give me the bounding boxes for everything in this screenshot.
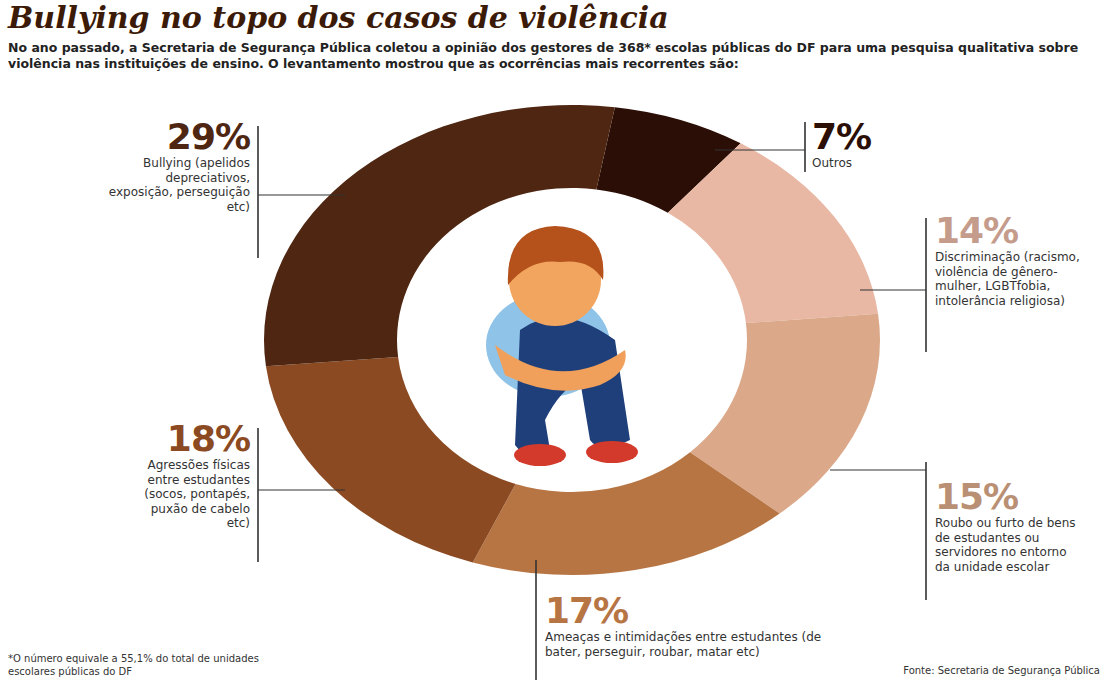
slice-label: 14%Discriminação (racismo, violência de …: [935, 212, 1085, 308]
percent-label: 18%: [132, 420, 250, 458]
shoe: [514, 444, 566, 466]
hair: [508, 226, 604, 285]
stage: Bullying no topo dos casos de violência N…: [0, 0, 1108, 695]
leader-line: [535, 560, 537, 680]
leader-line: [257, 126, 259, 258]
slice-label: 29%Bullying (apelidos depreciativos, exp…: [100, 118, 250, 214]
title: Bullying no topo dos casos de violência: [8, 0, 669, 35]
leader-line: [925, 462, 927, 600]
slice: [266, 357, 516, 563]
percent-label: 17%: [545, 592, 825, 630]
category-label: Bullying (apelidos depreciativos, exposi…: [100, 156, 250, 214]
leader-line: [257, 428, 259, 562]
percent-label: 15%: [935, 478, 1085, 516]
category-label: Agressões físicas entre estudantes (soco…: [132, 458, 250, 531]
slice-label: 18%Agressões físicas entre estudantes (s…: [132, 420, 250, 531]
footnote: *O número equivale a 55,1% do total de u…: [8, 652, 298, 678]
percent-label: 7%: [812, 118, 902, 156]
leader-lines: [258, 122, 926, 680]
slice: [668, 143, 878, 323]
leader-line: [804, 122, 806, 172]
category-label: Ameaças e intimidações entre estudantes …: [545, 630, 825, 659]
chart-svg: [0, 0, 1108, 695]
slice: [473, 452, 780, 575]
category-label: Outros: [812, 156, 902, 171]
shoe: [586, 441, 638, 463]
leader-line: [715, 149, 805, 150]
leader-line: [925, 218, 927, 352]
slice-label: 7%Outros: [812, 118, 902, 171]
slice-label: 15%Roubo ou furto de bens de estudantes …: [935, 478, 1085, 574]
leader-line: [860, 289, 926, 290]
percent-label: 14%: [935, 212, 1085, 250]
slices: [264, 105, 880, 575]
leader-line: [258, 489, 345, 490]
subtitle: No ano passado, a Secretaria de Seguranç…: [8, 40, 1098, 72]
source: Fonte: Secretaria de Segurança Pública: [903, 665, 1100, 676]
leader-line: [830, 469, 926, 470]
category-label: Roubo ou furto de bens de estudantes ou …: [935, 516, 1085, 574]
category-label: Discriminação (racismo, violência de gên…: [935, 250, 1085, 308]
child-illustration: [486, 226, 638, 466]
arms: [495, 345, 626, 391]
leader-line: [258, 194, 345, 195]
percent-label: 29%: [100, 118, 250, 156]
slice-label: 17%Ameaças e intimidações entre estudant…: [545, 592, 825, 659]
